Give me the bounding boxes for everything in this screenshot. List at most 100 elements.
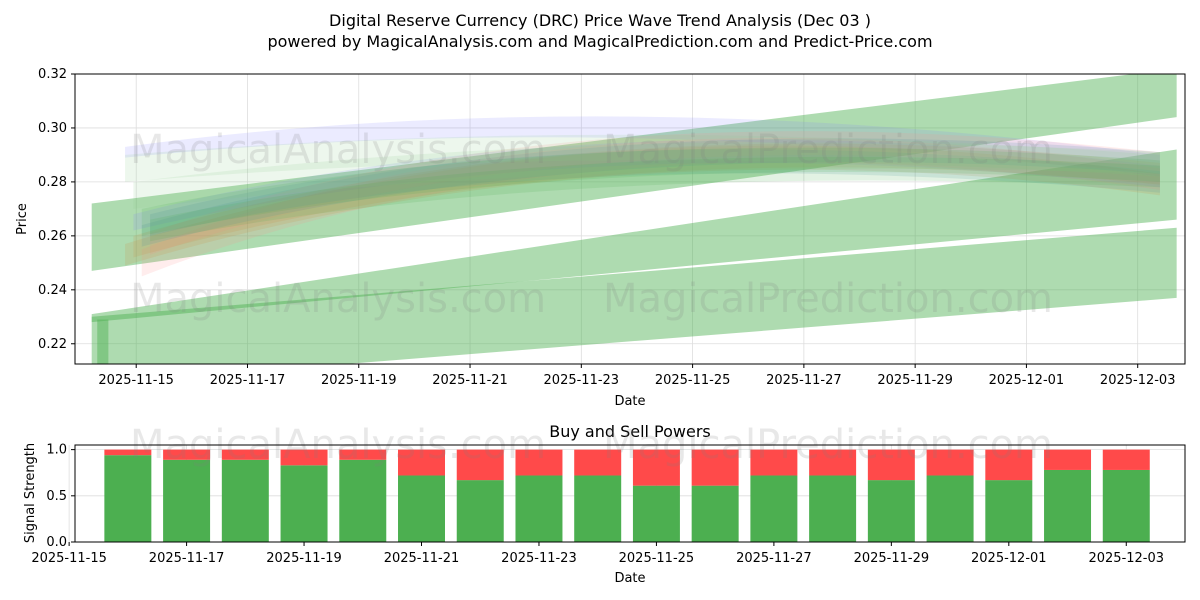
power-x-tick-label: 2025-11-27 (736, 551, 812, 566)
buy-power-bar (104, 455, 152, 542)
watermark-text: MagicalPrediction.com (603, 276, 1053, 322)
main-x-tick-label: 2025-11-25 (655, 373, 731, 388)
sell-power-bar (280, 449, 328, 466)
sell-power-bar (163, 449, 211, 460)
sell-power-bar (221, 449, 269, 460)
watermark-text: MagicalAnalysis.com (130, 127, 546, 173)
wave-series-band (150, 156, 1160, 242)
main-watermarks: MagicalAnalysis.com MagicalPrediction.com… (130, 127, 1053, 322)
main-x-tick-label: 2025-11-19 (321, 373, 397, 388)
prediction-band (91, 149, 1177, 323)
wave-series-band (141, 137, 1160, 277)
buy-power-bar (691, 485, 739, 542)
wave-series-band (125, 134, 1160, 182)
buy-power-bar (280, 465, 328, 542)
main-y-tick-label: 0.30 (38, 121, 67, 136)
main-y-tick-label: 0.28 (38, 175, 67, 190)
watermark-text: MagicalAnalysis.com (130, 276, 546, 322)
main-x-tick-label: 2025-11-15 (98, 373, 174, 388)
buy-power-bar (632, 485, 680, 542)
main-grid (75, 73, 1185, 364)
buy-power-bar (574, 475, 622, 542)
main-x-tick-label: 2025-12-03 (1100, 373, 1176, 388)
power-bars (104, 449, 1150, 542)
main-y-tick-label: 0.32 (38, 67, 67, 82)
power-y-tick-label: 1.0 (46, 443, 67, 458)
prediction-band (91, 227, 1177, 364)
sell-power-bar (1102, 449, 1150, 470)
power-y-axis-label: Signal Strength (23, 443, 38, 543)
main-axis-ticks: 2025-11-15 2025-11-17 2025-11-19 2025-11-21… (38, 67, 1175, 388)
main-prediction-bands (91, 74, 1177, 364)
sell-power-bar (515, 449, 563, 476)
power-x-tick-label: 2025-11-29 (854, 551, 930, 566)
buy-power-bar (221, 459, 269, 542)
sell-power-bar (574, 449, 622, 476)
buy-power-bar (985, 480, 1033, 542)
power-x-tick-label: 2025-11-25 (619, 551, 695, 566)
buy-power-bar (398, 475, 445, 542)
buy-power-bar (926, 475, 974, 542)
power-chart-title: Buy and Sell Powers (549, 422, 711, 441)
power-x-tick-label: 2025-12-01 (971, 551, 1047, 566)
sell-power-bar (104, 449, 152, 456)
buy-power-bar (515, 475, 563, 542)
power-x-tick-label: 2025-11-23 (501, 551, 577, 566)
buy-power-bar (339, 459, 387, 542)
prediction-band (91, 74, 1177, 271)
power-x-tick-label: 2025-11-21 (384, 551, 460, 566)
sell-power-bar (691, 449, 739, 486)
wave-series-band (133, 139, 1160, 231)
sell-power-bar (456, 449, 504, 481)
wave-series-band (141, 147, 1160, 236)
buy-power-bar (867, 480, 915, 542)
main-wave-series (125, 116, 1160, 277)
main-y-tick-label: 0.22 (38, 337, 67, 352)
main-plot-frame (74, 73, 1186, 365)
main-x-tick-label: 2025-12-01 (989, 373, 1065, 388)
main-y-tick-label: 0.26 (38, 229, 67, 244)
main-x-tick-label: 2025-11-23 (544, 373, 620, 388)
wave-series-band (133, 143, 1160, 258)
main-x-axis-label: Date (614, 394, 645, 409)
sell-power-bar (926, 449, 974, 476)
prediction-band (97, 319, 109, 364)
buy-power-bar (1044, 469, 1092, 542)
sell-power-bar (632, 449, 680, 486)
main-x-tick-label: 2025-11-27 (766, 373, 842, 388)
power-y-tick-label: 0.0 (46, 535, 67, 550)
main-x-tick-label: 2025-11-21 (432, 373, 508, 388)
chart-subtitle: powered by MagicalAnalysis.com and Magic… (267, 32, 932, 51)
buy-power-bar (809, 475, 857, 542)
main-y-tick-label: 0.24 (38, 283, 67, 298)
watermark-text: MagicalPrediction.com (603, 127, 1053, 173)
main-x-tick-label: 2025-11-17 (210, 373, 286, 388)
sell-power-bar (809, 449, 857, 476)
main-x-tick-label: 2025-11-29 (877, 373, 953, 388)
sell-power-bar (867, 449, 915, 481)
wave-series-band (150, 131, 1160, 255)
sell-power-bar (398, 449, 445, 476)
buy-power-bar (750, 475, 798, 542)
buy-power-bar (163, 459, 211, 542)
power-x-tick-label: 2025-11-19 (266, 551, 342, 566)
sell-power-bar (985, 449, 1033, 481)
power-plot-frame (74, 444, 1186, 543)
power-x-tick-label: 2025-11-15 (31, 551, 107, 566)
sell-power-bar (339, 449, 387, 460)
wave-series-band (133, 142, 1160, 209)
sell-power-bar (750, 449, 798, 476)
wave-series-band (125, 145, 1160, 266)
power-x-tick-label: 2025-11-17 (149, 551, 225, 566)
wave-series-band (141, 138, 1160, 247)
sell-power-bar (1044, 449, 1092, 470)
chart-title: Digital Reserve Currency (DRC) Price Wav… (329, 11, 871, 30)
buy-power-bar (1102, 469, 1150, 542)
power-axis-ticks: 2025-11-15 2025-11-17 2025-11-19 2025-11-21… (31, 443, 1164, 566)
wave-series-band (125, 116, 1160, 177)
power-x-axis-label: Date (614, 571, 645, 586)
wave-series-band (150, 149, 1160, 236)
buy-power-bar (456, 480, 504, 542)
power-y-tick-label: 0.5 (46, 489, 67, 504)
